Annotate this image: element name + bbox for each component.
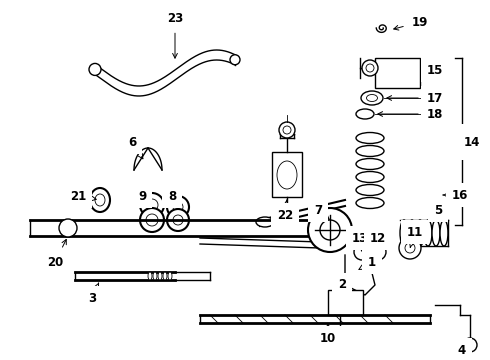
- Ellipse shape: [362, 60, 378, 76]
- Circle shape: [308, 208, 352, 252]
- Ellipse shape: [400, 220, 408, 246]
- Text: 13: 13: [352, 231, 368, 251]
- Text: 2: 2: [338, 279, 346, 292]
- Text: 19: 19: [394, 15, 428, 30]
- Ellipse shape: [366, 64, 374, 72]
- Bar: [328, 290, 363, 315]
- Circle shape: [283, 126, 291, 134]
- Ellipse shape: [356, 158, 384, 170]
- Ellipse shape: [361, 91, 383, 105]
- Text: 12: 12: [370, 231, 386, 251]
- Ellipse shape: [163, 272, 167, 280]
- Circle shape: [354, 244, 370, 260]
- Text: 14: 14: [464, 135, 480, 149]
- Ellipse shape: [416, 220, 424, 246]
- Circle shape: [173, 215, 183, 225]
- Circle shape: [59, 219, 77, 237]
- Text: 10: 10: [320, 324, 336, 345]
- Ellipse shape: [356, 145, 384, 157]
- Text: 15: 15: [421, 63, 443, 77]
- Ellipse shape: [356, 132, 384, 144]
- Circle shape: [173, 202, 183, 212]
- Text: 9: 9: [138, 189, 149, 202]
- Text: 18: 18: [378, 108, 443, 121]
- Ellipse shape: [256, 217, 274, 227]
- Text: 21: 21: [70, 189, 96, 202]
- Bar: [272, 152, 302, 197]
- Circle shape: [399, 237, 421, 259]
- Text: 11: 11: [407, 225, 423, 247]
- Text: 22: 22: [277, 200, 293, 221]
- Circle shape: [320, 220, 340, 240]
- Ellipse shape: [168, 272, 172, 280]
- Text: 3: 3: [88, 283, 98, 305]
- Bar: [375, 58, 420, 88]
- Circle shape: [140, 193, 164, 217]
- Circle shape: [167, 209, 189, 231]
- Ellipse shape: [432, 220, 440, 246]
- Circle shape: [463, 338, 477, 352]
- Ellipse shape: [153, 272, 157, 280]
- Ellipse shape: [158, 272, 162, 280]
- Ellipse shape: [424, 220, 432, 246]
- Ellipse shape: [90, 188, 110, 212]
- Circle shape: [405, 243, 415, 253]
- Circle shape: [146, 199, 158, 211]
- Text: 6: 6: [128, 135, 143, 159]
- Text: 23: 23: [167, 12, 183, 58]
- Text: 8: 8: [168, 189, 176, 204]
- Ellipse shape: [95, 194, 105, 206]
- Text: 16: 16: [443, 189, 468, 202]
- Text: 5: 5: [432, 203, 442, 217]
- Ellipse shape: [310, 220, 326, 236]
- Circle shape: [146, 214, 158, 226]
- Text: 17: 17: [387, 91, 443, 104]
- Text: 20: 20: [47, 239, 66, 269]
- Ellipse shape: [148, 272, 152, 280]
- Ellipse shape: [356, 185, 384, 195]
- Ellipse shape: [367, 94, 377, 102]
- Circle shape: [370, 244, 386, 260]
- Circle shape: [279, 122, 295, 138]
- Text: 4: 4: [458, 343, 466, 356]
- Circle shape: [167, 196, 189, 218]
- Ellipse shape: [356, 109, 374, 119]
- Text: 1: 1: [359, 256, 376, 270]
- Ellipse shape: [356, 171, 384, 183]
- Circle shape: [140, 208, 164, 232]
- Ellipse shape: [440, 220, 448, 246]
- Ellipse shape: [356, 198, 384, 208]
- Ellipse shape: [408, 220, 416, 246]
- Circle shape: [89, 63, 101, 76]
- Text: 7: 7: [314, 203, 329, 219]
- Circle shape: [230, 55, 240, 65]
